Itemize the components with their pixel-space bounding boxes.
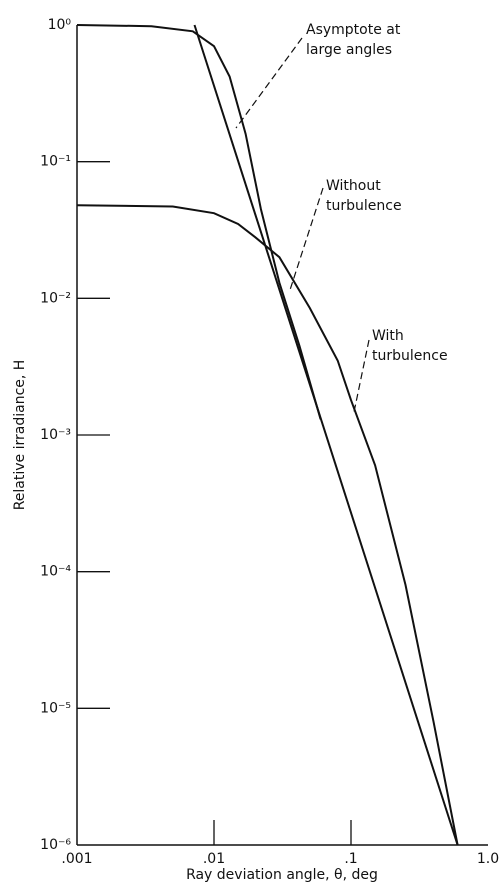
x-tick-label: .1	[344, 851, 357, 867]
annotation: turbulence	[326, 198, 402, 214]
x-tick-label: .001	[61, 851, 92, 867]
y-tick-label: 10⁻⁵	[40, 700, 71, 716]
annotation: With	[372, 328, 404, 344]
x-axis-label: Ray deviation angle, θ, deg	[186, 867, 378, 883]
x-tick-label: .01	[203, 851, 225, 867]
y-axis-label: Relative irradiance, H	[12, 360, 28, 511]
series-line	[76, 204, 459, 846]
series-line	[76, 24, 322, 420]
annotation: turbulence	[372, 348, 448, 364]
y-tick-label: 10⁻¹	[40, 154, 71, 170]
leader-line	[353, 339, 370, 413]
annotation: Asymptote at	[306, 22, 401, 38]
y-tick-label: 10⁰	[48, 17, 72, 33]
x-tick-label: 1.0	[477, 851, 499, 867]
series-line	[193, 24, 459, 846]
leader-line	[289, 187, 324, 291]
y-tick-label: 10⁻³	[40, 427, 71, 443]
y-tick-label: 10⁻⁴	[40, 564, 71, 580]
annotation: Without	[326, 178, 381, 194]
y-tick-label: 10⁻²	[40, 290, 71, 306]
annotation: large angles	[306, 42, 392, 58]
leader-line	[235, 37, 303, 129]
y-tick-label: 10⁻⁶	[40, 837, 71, 853]
